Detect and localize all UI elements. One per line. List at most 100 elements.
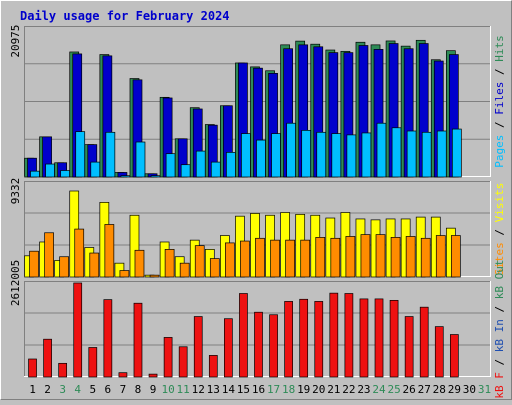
legend-text: Sites / Visits <box>493 183 506 276</box>
legend-kbytes: kB F / kB In / kB Out <box>493 259 506 398</box>
x-label-day-16: 16 <box>252 383 265 396</box>
bar-kb-f-day-9 <box>148 373 158 378</box>
legend-entry: Sites <box>493 242 506 275</box>
bar-pages-day-24 <box>376 122 387 178</box>
bar-sites-day-10 <box>164 249 175 278</box>
bar-kb-f-day-7 <box>118 372 128 378</box>
bar-sites-day-1 <box>29 250 39 278</box>
bar-kb-f-day-24 <box>374 298 384 378</box>
bar-pages-day-23 <box>361 132 372 178</box>
bar-pages-day-26 <box>406 130 417 178</box>
panel-visits-sites: 9332 Sites / Visits <box>9 178 506 278</box>
bar-pages-day-5 <box>90 161 101 178</box>
panel-kbytes: 2612005 kB F / kB In / kB Out <box>9 259 506 398</box>
bar-kb-f-day-6 <box>103 299 113 378</box>
bar-kb-f-day-4 <box>73 282 83 378</box>
bar-pages-day-15 <box>241 133 251 178</box>
bar-sites-day-15 <box>240 240 250 278</box>
bar-kb-f-day-19 <box>299 298 309 378</box>
x-label-day-1: 1 <box>29 383 36 396</box>
x-label-day-20: 20 <box>312 383 325 396</box>
bar-pages-day-1 <box>30 170 40 178</box>
bar-sites-day-24 <box>375 234 386 278</box>
bar-sites-day-8 <box>134 249 145 278</box>
legend-entry: Hits <box>493 35 506 62</box>
bar-kb-f-day-21 <box>329 292 339 378</box>
bar-sites-day-21 <box>330 237 341 278</box>
bar-kb-f-day-16 <box>254 311 263 378</box>
bar-sites-day-17 <box>270 239 280 278</box>
bar-pages-day-25 <box>391 127 402 178</box>
bar-sites-day-25 <box>390 237 401 278</box>
legend-entry: / <box>493 299 506 319</box>
legend-entry: / <box>493 352 506 372</box>
bar-pages-day-17 <box>271 133 281 178</box>
bar-pages-day-12 <box>195 150 206 178</box>
x-label-day-4: 4 <box>74 383 81 396</box>
x-label-day-29: 29 <box>448 383 461 396</box>
x-label-day-2: 2 <box>44 383 51 396</box>
bar-kb-f-day-14 <box>224 318 233 378</box>
legend-text: Pages / Files / Hits <box>493 35 506 168</box>
bar-kb-f-day-25 <box>389 299 399 378</box>
bar-sites-day-29 <box>450 235 461 278</box>
bar-sites-day-26 <box>405 236 416 278</box>
x-label-day-11: 11 <box>177 383 190 396</box>
bar-pages-day-21 <box>331 133 342 178</box>
bar-kb-f-day-1 <box>28 358 37 378</box>
legend-text: kB F / kB In / kB Out <box>493 259 506 398</box>
y-max-label: 2612005 <box>9 260 22 306</box>
legend-entry: Files <box>493 82 506 115</box>
bar-pages-day-29 <box>451 128 462 178</box>
bar-visits-day-8 <box>129 214 140 278</box>
bar-kb-f-day-13 <box>208 355 218 378</box>
bar-pages-day-13 <box>210 161 221 178</box>
x-label-day-31: 31 <box>478 383 491 396</box>
legend-entry: kB F <box>493 372 506 399</box>
x-label-day-23: 23 <box>357 383 370 396</box>
x-label-day-18: 18 <box>282 383 295 396</box>
bar-pages-day-16 <box>256 139 266 178</box>
legend-entry: kB Out <box>493 259 506 299</box>
legend-entry: Visits <box>493 183 506 223</box>
legend-hits-files-pages: Pages / Files / Hits <box>493 35 506 168</box>
bar-sites-day-23 <box>360 234 371 278</box>
bar-pages-day-9 <box>150 175 161 178</box>
bar-pages-day-27 <box>421 131 432 178</box>
x-label-day-26: 26 <box>403 383 416 396</box>
bar-sites-day-14 <box>225 242 235 278</box>
bar-kb-f-day-3 <box>58 362 68 378</box>
chart-title: Daily usage for February 2024 <box>20 9 230 23</box>
x-label-day-15: 15 <box>237 383 250 396</box>
bar-sites-day-27 <box>420 237 431 278</box>
bar-pages-day-6 <box>105 131 116 178</box>
bar-kb-f-day-15 <box>239 293 248 378</box>
bar-kb-f-day-22 <box>344 293 354 378</box>
x-label-day-9: 9 <box>150 383 157 396</box>
bar-kb-f-day-18 <box>284 301 293 378</box>
bar-sites-day-22 <box>345 236 356 278</box>
bar-sites-day-5 <box>89 252 100 278</box>
bar-sites-day-9 <box>149 274 160 278</box>
bar-sites-day-7 <box>119 270 130 278</box>
panel-hits-files-pages: 20975 Pages / Files / Hits <box>9 25 506 178</box>
bar-pages-day-14 <box>226 152 236 178</box>
bar-sites-day-28 <box>435 235 446 278</box>
bar-sites-day-3 <box>59 256 70 278</box>
bar-sites-day-4 <box>74 228 85 278</box>
x-label-day-7: 7 <box>120 383 127 396</box>
panel-bevel-dark <box>24 281 491 377</box>
bar-pages-day-8 <box>135 141 146 178</box>
bar-kb-f-day-23 <box>359 298 369 378</box>
bar-sites-day-20 <box>315 237 326 278</box>
x-label-day-27: 27 <box>418 383 431 396</box>
bar-pages-day-20 <box>316 131 327 178</box>
x-label-day-12: 12 <box>192 383 205 396</box>
x-label-day-25: 25 <box>387 383 400 396</box>
x-label-day-5: 5 <box>89 383 96 396</box>
legend-entry: / <box>493 62 506 82</box>
bar-kb-f-day-17 <box>269 314 278 378</box>
x-label-day-8: 8 <box>135 383 142 396</box>
x-label-day-21: 21 <box>327 383 340 396</box>
